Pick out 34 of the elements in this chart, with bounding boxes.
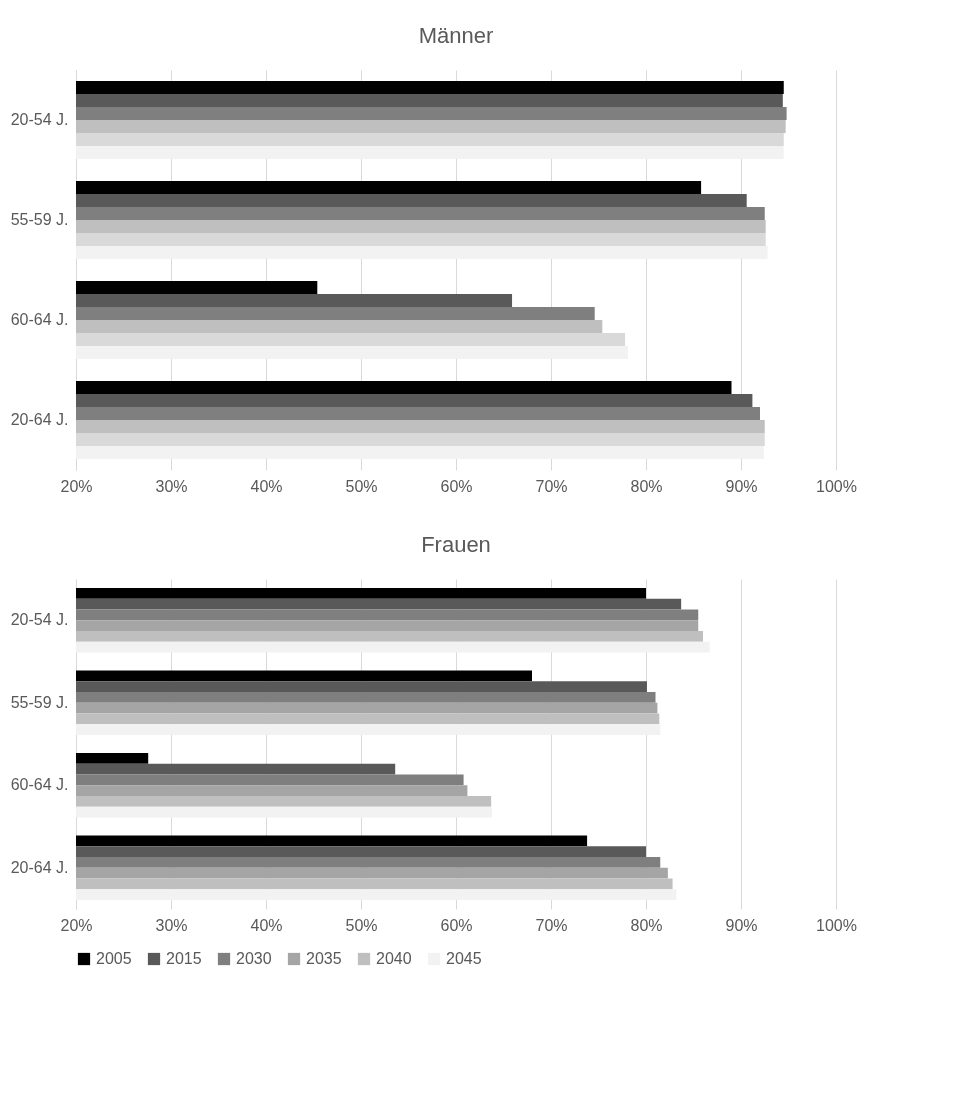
x-tick-label: 40% [250, 477, 283, 495]
chart-title: Frauen [421, 532, 491, 557]
x-tick-label: 70% [535, 477, 568, 495]
y-tick-label: 60-64 J. [10, 776, 69, 794]
x-tick-label: 20% [60, 477, 93, 495]
x-tick-label: 100% [816, 477, 857, 495]
x-tick-label: 80% [630, 916, 663, 934]
y-tick-label: 20-54 J. [10, 111, 69, 128]
y-tick-label: 20-54 J. [10, 611, 69, 629]
legend-label: 2030 [236, 950, 272, 967]
x-tick-label: 90% [725, 916, 758, 934]
legend-label: 2005 [96, 950, 132, 967]
x-tick-label: 60% [440, 916, 473, 934]
x-tick-label: 70% [535, 916, 568, 934]
y-tick-label: 20-64 J. [10, 858, 69, 876]
x-tick-label: 100% [816, 916, 857, 934]
legend-label: 2040 [376, 950, 412, 967]
x-tick-label: 90% [725, 477, 758, 495]
x-tick-label: 30% [155, 477, 188, 495]
x-tick-label: 40% [250, 916, 283, 934]
x-tick-label: 80% [630, 477, 663, 495]
legend-label: 2045 [446, 950, 482, 967]
chart-title: Männer [418, 23, 494, 48]
x-tick-label: 50% [345, 916, 378, 934]
x-tick-label: 60% [440, 477, 473, 495]
legend-label: 2015 [166, 950, 202, 967]
y-tick-label: 60-64 J. [10, 311, 69, 328]
x-tick-label: 20% [60, 916, 93, 934]
legend-label: 2035 [306, 950, 342, 967]
y-tick-label: 55-59 J. [10, 693, 69, 711]
x-tick-label: 30% [155, 916, 188, 934]
x-tick-label: 50% [345, 477, 378, 495]
y-tick-label: 55-59 J. [10, 211, 69, 228]
y-tick-label: 20-64 J. [10, 411, 69, 428]
